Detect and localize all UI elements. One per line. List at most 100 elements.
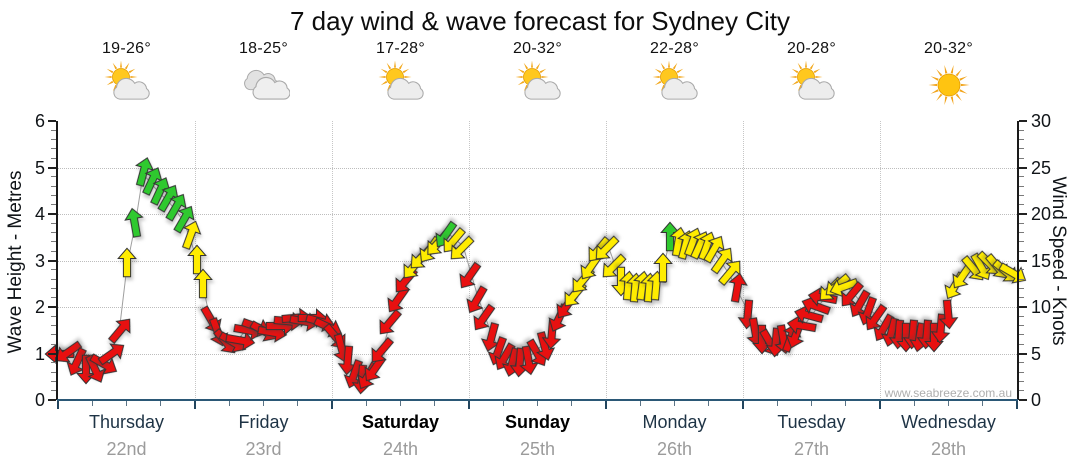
wave-axis-tick-label: 2 bbox=[34, 297, 45, 317]
x-axis-tick bbox=[537, 401, 538, 406]
wave-axis-tick-label: 5 bbox=[34, 157, 45, 178]
x-axis-tick bbox=[297, 401, 299, 406]
wave-axis-tick-label: 3 bbox=[34, 250, 45, 271]
wind-arrow bbox=[460, 277, 496, 318]
day-label: Sunday bbox=[504, 412, 570, 432]
x-axis-tick bbox=[400, 401, 401, 406]
wave-height-axis-title: Wave Height - Metres bbox=[5, 170, 26, 354]
day-label: Saturday bbox=[361, 412, 440, 432]
wind-axis-tick-label: 15 bbox=[1031, 250, 1052, 271]
wind-arrow bbox=[595, 245, 635, 285]
wind-axis-tick bbox=[1019, 306, 1027, 308]
wind-axis-tick bbox=[1019, 362, 1024, 364]
wind-axis-tick bbox=[1019, 352, 1027, 355]
wind-axis-tick bbox=[1019, 232, 1024, 234]
v-gridline bbox=[332, 121, 333, 400]
wave-axis-tick bbox=[48, 399, 56, 401]
wave-axis-tick bbox=[51, 250, 56, 252]
x-axis-tick bbox=[571, 401, 573, 406]
chart-title: 7 day wind & wave forecast for Sydney Ci… bbox=[289, 6, 790, 36]
wind-axis-tick bbox=[1019, 148, 1024, 150]
x-axis-tick bbox=[228, 401, 230, 406]
x-axis-tick bbox=[708, 401, 710, 406]
day-header: 20-32° bbox=[880, 40, 1017, 114]
x-axis-tick bbox=[639, 401, 641, 406]
wind-axis-tick bbox=[1019, 241, 1024, 243]
wind-arrow bbox=[128, 154, 157, 193]
wind-arrow bbox=[371, 301, 410, 341]
x-axis-tick bbox=[365, 401, 367, 406]
x-axis-tick bbox=[57, 401, 59, 409]
wave-axis-tick bbox=[51, 139, 56, 141]
wind-arrow bbox=[117, 247, 138, 283]
v-gridline bbox=[606, 121, 607, 400]
wave-axis-tick bbox=[51, 287, 56, 289]
wave-axis-tick bbox=[48, 352, 56, 355]
day-temperature: 19-26° bbox=[101, 40, 152, 57]
wave-axis-tick bbox=[51, 343, 56, 345]
wave-axis-tick bbox=[51, 371, 56, 373]
wind-arrow bbox=[174, 217, 206, 257]
wave-axis-tick bbox=[51, 269, 56, 271]
x-axis-tick bbox=[776, 401, 778, 406]
day-header: 19-26° bbox=[58, 40, 195, 114]
wave-axis-tick bbox=[51, 129, 56, 131]
wave-axis-tick bbox=[51, 157, 56, 159]
h-gridline bbox=[58, 214, 1017, 215]
wind-arrow bbox=[529, 325, 558, 364]
wind-arrow bbox=[453, 254, 490, 295]
wind-axis-tick bbox=[1019, 176, 1024, 178]
wind-arrow bbox=[50, 332, 91, 369]
day-temperature: 20-32° bbox=[512, 40, 563, 57]
wave-axis-tick bbox=[51, 390, 56, 392]
x-axis-tick bbox=[948, 401, 949, 406]
x-axis-tick bbox=[160, 401, 162, 406]
wind-axis-tick bbox=[1019, 250, 1024, 252]
wind-axis-tick bbox=[1019, 139, 1024, 141]
watermark: www.seabreeze.com.au bbox=[884, 386, 1012, 400]
wind-arrow bbox=[514, 339, 541, 377]
wind-axis-tick bbox=[1019, 297, 1024, 299]
wind-axis-tick bbox=[1019, 222, 1024, 224]
wind-axis-tick-label: 10 bbox=[1031, 297, 1052, 317]
wave-axis-tick bbox=[51, 194, 56, 196]
wind-axis-tick bbox=[1019, 315, 1024, 317]
day-header: 18-25° bbox=[195, 40, 332, 114]
wave-axis-tick bbox=[51, 222, 56, 224]
wind-axis-tick bbox=[1019, 278, 1024, 280]
h-gridline bbox=[58, 167, 1017, 169]
x-axis-tick bbox=[194, 401, 196, 409]
date-label: 23rd bbox=[245, 439, 282, 459]
x-axis-tick bbox=[913, 401, 915, 406]
wind-axis-tick bbox=[1019, 185, 1024, 187]
cloudy-icon bbox=[195, 61, 332, 114]
wind-axis-tick-label: 20 bbox=[1031, 204, 1052, 224]
day-temperature: 20-32° bbox=[923, 40, 974, 57]
wind-axis-tick bbox=[1019, 390, 1024, 392]
wind-axis-tick bbox=[1019, 213, 1027, 215]
date-label: 24th bbox=[382, 439, 419, 459]
wind-arrow bbox=[364, 329, 403, 369]
wind-speed-axis-title: Wind Speed - Knots bbox=[1048, 176, 1069, 346]
wind-axis-tick bbox=[1019, 334, 1024, 336]
wind-arrow bbox=[588, 227, 628, 267]
wind-arrow bbox=[100, 312, 139, 352]
wave-axis-tick-label: 0 bbox=[34, 390, 45, 410]
day-temperature: 17-28° bbox=[375, 40, 426, 57]
day-temperature: 22-28° bbox=[649, 40, 700, 57]
wind-arrow bbox=[192, 268, 213, 303]
x-axis-tick bbox=[1016, 401, 1018, 409]
x-axis-tick bbox=[502, 401, 504, 406]
day-label: Monday bbox=[642, 412, 707, 432]
x-axis-tick bbox=[742, 401, 744, 409]
wind-axis-tick bbox=[1019, 380, 1024, 382]
wave-axis-tick bbox=[48, 213, 56, 215]
x-axis-tick bbox=[126, 401, 127, 406]
sun-cloud-icon bbox=[469, 60, 606, 114]
wind-axis-tick bbox=[1019, 204, 1024, 206]
sun-cloud-icon bbox=[58, 60, 195, 114]
wave-axis-tick bbox=[51, 278, 56, 280]
day-temperature: 18-25° bbox=[238, 40, 289, 57]
wind-axis-tick bbox=[1019, 166, 1027, 169]
